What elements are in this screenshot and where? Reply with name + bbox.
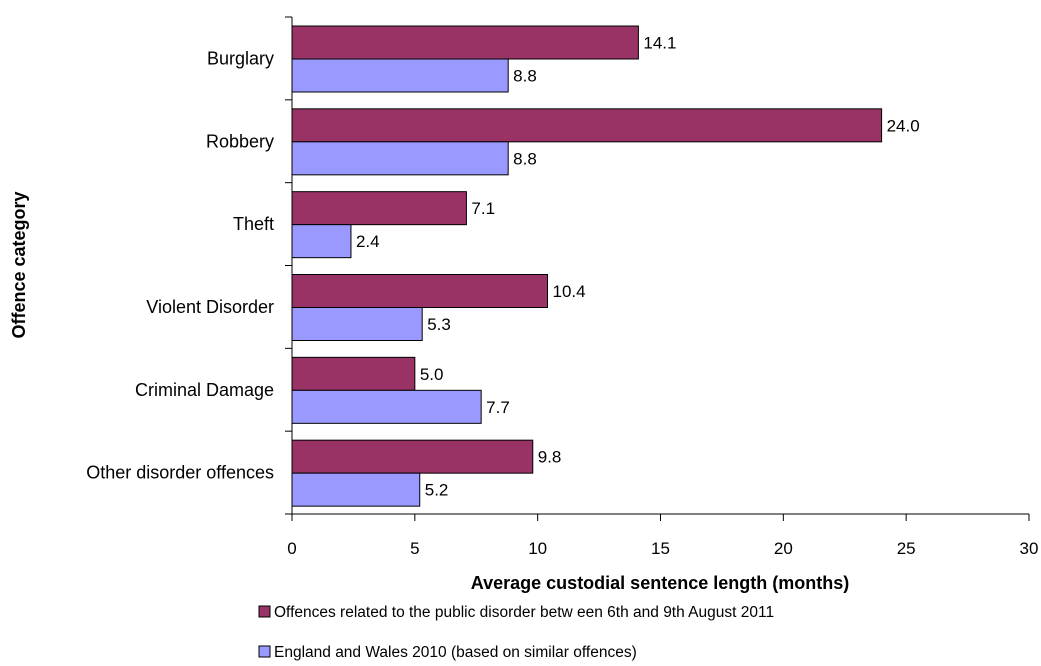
x-tick-label: 5 [410, 539, 419, 558]
bar-criminal-damage-series-1 [291, 356, 416, 391]
data-label-violent-disorder-series-1: 10.4 [552, 282, 585, 301]
y-axis-title: Offence category [9, 191, 29, 338]
data-label-burglary-series-2: 8.8 [513, 67, 537, 86]
data-label-theft-series-2: 2.4 [356, 232, 380, 251]
category-label-violent-disorder: Violent Disorder [146, 297, 274, 317]
x-tick-label: 30 [1020, 539, 1039, 558]
data-label-criminal-damage-series-2: 7.7 [486, 398, 510, 417]
bar-other-disorder-offences-series-1 [291, 439, 534, 474]
data-label-robbery-series-1: 24.0 [887, 116, 920, 135]
data-label-burglary-series-1: 14.1 [643, 34, 676, 53]
data-label-criminal-damage-series-1: 5.0 [420, 365, 444, 384]
legend-swatch-disorder [258, 605, 271, 618]
x-tick-label: 0 [287, 539, 296, 558]
category-label-robbery: Robbery [206, 131, 274, 151]
data-label-violent-disorder-series-2: 5.3 [427, 315, 451, 334]
bar-violent-disorder-series-2 [291, 307, 423, 341]
labels-layer: 14.1 8.8 Burglary 24.0 8.8 Robbery 7.1 2.4 Theft… [86, 34, 1038, 559]
bar-criminal-damage-series-2 [291, 389, 482, 424]
x-axis-title: Average custodial sentence length (month… [471, 573, 849, 593]
x-tick-label: 20 [774, 539, 793, 558]
x-tick-label: 10 [528, 539, 547, 558]
data-label-other-disorder-offences-series-2: 5.2 [425, 481, 449, 500]
category-label-other-disorder-offences: Other disorder offences [86, 463, 274, 483]
axis-layer [285, 16, 1030, 521]
bar-burglary-series-1 [291, 25, 639, 60]
legend-item-england-wales: England and Wales 2010 (based on similar… [258, 644, 637, 661]
bar-burglary-series-2 [291, 58, 509, 93]
legend: Offences related to the public disorder … [258, 604, 774, 661]
legend-swatch-england-wales [258, 645, 271, 658]
data-label-theft-series-1: 7.1 [471, 199, 495, 218]
data-label-robbery-series-2: 8.8 [513, 149, 537, 168]
category-label-theft: Theft [233, 214, 274, 234]
x-tick-label: 25 [897, 539, 916, 558]
legend-label-disorder: Offences related to the public disorder … [274, 604, 774, 621]
x-tick-label: 15 [651, 539, 670, 558]
bar-other-disorder-offences-series-2 [291, 472, 421, 507]
category-label-burglary: Burglary [207, 48, 274, 68]
bar-violent-disorder-series-1 [291, 274, 548, 308]
legend-item-disorder: Offences related to the public disorder … [258, 604, 774, 621]
bars-layer [291, 25, 883, 507]
bar-theft-series-1 [291, 191, 467, 226]
bar-robbery-series-1 [291, 108, 883, 143]
category-label-criminal-damage: Criminal Damage [135, 380, 274, 400]
bar-robbery-series-2 [291, 141, 509, 176]
bar-theft-series-2 [291, 224, 352, 259]
data-label-other-disorder-offences-series-1: 9.8 [538, 448, 562, 467]
legend-label-england-wales: England and Wales 2010 (based on similar… [274, 644, 637, 661]
